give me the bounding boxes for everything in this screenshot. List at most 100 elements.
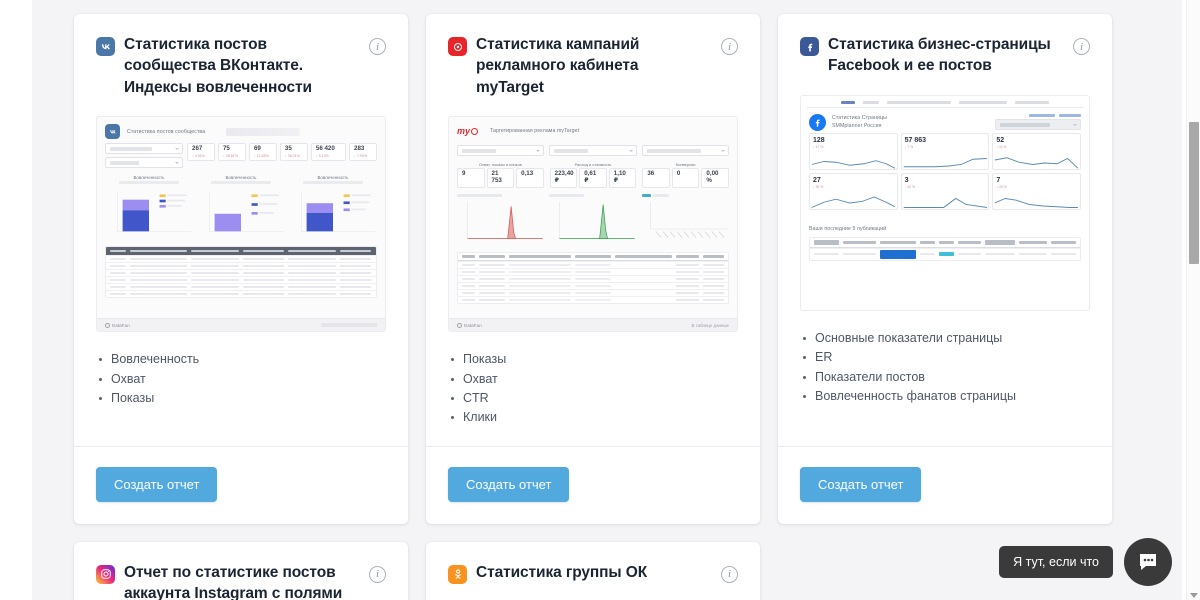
kpi-value: 36 xyxy=(647,170,655,178)
table-row xyxy=(106,269,376,277)
preview-type-select xyxy=(105,157,183,169)
feature-list: Основные показатели страницы ER Показате… xyxy=(800,329,1090,425)
table-row xyxy=(458,296,728,304)
preview-kpi: 223,40 ₽ xyxy=(549,168,578,188)
preview-footer: DataFan xyxy=(97,318,385,332)
scrollbar-down-arrow-icon[interactable] xyxy=(1190,593,1198,598)
info-icon[interactable]: i xyxy=(721,38,738,55)
template-card-facebook[interactable]: Статистика бизнес-страницы Facebook и ее… xyxy=(778,14,1112,524)
brand-label: DataFan xyxy=(464,322,482,328)
group-title: Охват, показы и кликов xyxy=(478,162,522,168)
preview-table xyxy=(457,252,729,305)
metric-tile: 57 863 ↓ 7 % xyxy=(900,132,990,170)
preview-kpi: 267 ↓ 4,91% xyxy=(187,143,215,161)
kpi-value: 0,00 % xyxy=(706,170,719,184)
kpi-group: Конверсии 36 0 0,00 % xyxy=(642,162,729,188)
tile-delta: ↓ 7 % xyxy=(904,144,914,149)
tile-delta: ↓ 40 % xyxy=(904,184,916,189)
sparkline-svg xyxy=(994,197,1079,208)
preview-thumbnail-mytarget[interactable]: my Таргетированная реклама myTarget Охва… xyxy=(448,116,738,333)
preview-page-header: Статистика Страницы SMMplanner Россия xyxy=(801,108,1089,133)
preview-thumbnail-vk[interactable]: Статистика постов сообщества 267 ↓ 4,91% … xyxy=(96,116,386,333)
list-item: Охват xyxy=(96,370,386,389)
tile-value: 128 xyxy=(813,136,825,144)
preview-chart: Вовлеченность xyxy=(289,175,377,242)
preview-kpi-groups: Охват, показы и кликов 9 21 753 0,13 Рас… xyxy=(449,156,737,188)
card-body: Статистика группы ОК i Сообщество в Одно… xyxy=(426,542,760,600)
sparkline-svg xyxy=(994,157,1079,169)
table-row xyxy=(458,282,728,290)
kpi-value: 69 xyxy=(253,145,261,153)
preview-kpi-row: 267 ↓ 4,91% 75 ↓ 28,51% 69 ↓ 11,45% 35 ↓ 38,… xyxy=(187,143,377,161)
preview-chart: Вовлеченность xyxy=(105,175,193,242)
preview-tiles-row-2: 27 ↓ 30 % 3 ↓ 40 % 7 xyxy=(801,172,1089,210)
chart-title: Вовлеченность xyxy=(133,175,165,181)
kpi-delta: ↓ 7,90% xyxy=(354,153,368,158)
preview-kpi: 0,13 xyxy=(516,168,544,188)
feature-list: Вовлеченность Охват Показы xyxy=(96,350,386,426)
metric-tile: 128 ↓ 17 % xyxy=(809,132,898,170)
list-item: CTR xyxy=(448,389,738,408)
card-title: Отчет по статистике постов аккаунта Inst… xyxy=(124,563,343,600)
preview-table-caption-wrap: Ваши последние 5 публикаций xyxy=(801,210,1089,237)
card-footer: Создать отчет xyxy=(426,445,760,524)
instagram-icon xyxy=(96,564,115,584)
create-report-button[interactable]: Создать отчет xyxy=(96,466,218,502)
vk-icon xyxy=(96,37,115,56)
kpi-value: 9 xyxy=(462,170,466,178)
template-card-mytarget[interactable]: Статистика кампаний рекламного кабинета … xyxy=(426,14,760,524)
group-title: Конверсии xyxy=(675,162,696,168)
info-icon[interactable]: i xyxy=(369,565,386,583)
preview-date-select xyxy=(995,119,1081,131)
kpi-value: 75 xyxy=(222,145,230,153)
create-report-button[interactable]: Создать отчет xyxy=(800,466,922,502)
metric-tile: 3 ↓ 40 % xyxy=(900,172,990,210)
preview-kpi: 9 xyxy=(457,168,485,188)
info-icon[interactable]: i xyxy=(1073,38,1090,55)
preview-table xyxy=(105,246,377,299)
create-report-button[interactable]: Создать отчет xyxy=(448,466,570,502)
list-item: ER xyxy=(800,348,1090,367)
scrollbar-thumb[interactable] xyxy=(1189,122,1199,264)
preview-thumbnail-facebook[interactable]: Статистика Страницы SMMplanner Россия xyxy=(800,94,1090,311)
info-icon[interactable]: i xyxy=(721,565,738,583)
chat-bubble-icon xyxy=(1140,554,1156,570)
tile-delta: ↓ 17 % xyxy=(813,144,824,149)
table-row xyxy=(106,255,376,263)
preview-title: Таргетированная реклама myTarget xyxy=(490,128,580,135)
table-row xyxy=(106,290,376,298)
kpi-value: 56 420 xyxy=(315,145,335,153)
kpi-group: Охват, показы и кликов 9 21 753 0,13 xyxy=(457,162,544,188)
tile-value: 7 xyxy=(996,176,1001,184)
template-card-instagram[interactable]: Отчет по статистике постов аккаунта Inst… xyxy=(74,541,408,600)
table-row xyxy=(106,262,376,270)
table-row xyxy=(810,247,1080,260)
chat-bubble-text[interactable]: Я тут, если что xyxy=(999,546,1113,578)
datafan-brand: DataFan xyxy=(457,322,482,328)
table-row xyxy=(458,275,728,283)
tile-delta: ↓ 20 % xyxy=(996,184,1007,189)
kpi-delta: ↓ 11,45% xyxy=(253,153,269,158)
table-header-row xyxy=(106,247,376,256)
spike-chart-svg xyxy=(467,201,543,239)
card-title: Статистика группы ОК xyxy=(476,563,648,581)
page-scrollbar[interactable] xyxy=(1186,0,1200,600)
metric-tile: 52 ↑ 11 % xyxy=(992,132,1081,170)
chat-open-button[interactable] xyxy=(1124,538,1172,586)
preview-tiles-row-1: 128 ↓ 17 % 57 863 ↓ 7 % 52 xyxy=(801,132,1089,170)
kpi-delta: ↓ 9,13% xyxy=(315,153,329,158)
card-footer: Создать отчет xyxy=(74,445,408,524)
preview-select-dates xyxy=(641,145,729,157)
info-icon[interactable]: i xyxy=(369,38,386,55)
template-card-ok[interactable]: Статистика группы ОК i Сообщество в Одно… xyxy=(426,541,760,600)
chat-widget: Я тут, если что xyxy=(999,538,1172,586)
chart-title: Вовлеченность xyxy=(317,175,349,181)
preview-charts: Вовлеченность xyxy=(97,168,385,242)
preview-select-campaigns xyxy=(457,145,545,157)
template-card-vk[interactable]: Статистика постов сообщества ВКонтакте. … xyxy=(74,14,408,524)
table-row xyxy=(458,261,728,269)
preview-kpi: 21 753 xyxy=(486,168,515,188)
card-title: Статистика бизнес-страницы Facebook и ее… xyxy=(828,36,1051,75)
list-item: Основные показатели страницы xyxy=(800,329,1090,348)
preview-kpi: 36 xyxy=(642,168,670,188)
